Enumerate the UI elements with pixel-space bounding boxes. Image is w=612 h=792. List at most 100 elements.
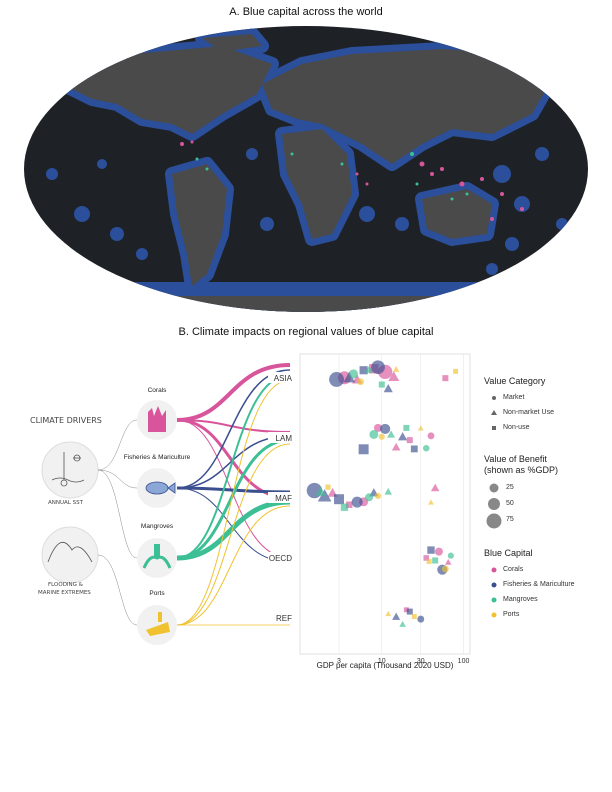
x-axis-label: GDP per capita (Thousand 2020 USD) <box>316 661 454 670</box>
data-point <box>392 612 401 620</box>
data-point <box>430 483 440 492</box>
data-point <box>348 369 359 379</box>
flooding-circle <box>41 526 99 584</box>
data-point <box>388 371 400 382</box>
legend-non-market-symbol <box>491 410 497 415</box>
data-point <box>398 432 408 441</box>
data-point <box>334 494 344 505</box>
data-point <box>441 565 449 573</box>
mangrove-icon <box>142 544 172 569</box>
mangroves-label: Mangroves <box>140 523 174 530</box>
corals-label: Corals <box>147 387 167 394</box>
legend-corals-symbol <box>491 567 497 573</box>
data-point <box>453 368 459 374</box>
legend-benefit-75-symbol <box>486 513 502 529</box>
legend-non-use: Non-use <box>503 424 530 431</box>
map-mangrove-areas <box>195 152 469 201</box>
legend-benefit-50: 50 <box>506 500 514 507</box>
data-point <box>357 378 364 386</box>
island-buffers <box>46 147 568 275</box>
legend-benefit-25-symbol <box>489 483 499 493</box>
legend-blue-capital-title: Blue Capital <box>484 548 533 558</box>
ports-node <box>137 605 177 645</box>
data-point <box>359 366 368 375</box>
legend-fisheries-symbol <box>491 582 497 588</box>
region-label-bg <box>268 372 298 383</box>
data-point <box>365 365 374 373</box>
ports-label: Ports <box>149 590 165 597</box>
thermometer-icon <box>51 452 85 487</box>
data-point <box>380 423 391 434</box>
legend-ports: Ports <box>503 611 520 618</box>
flooding-label: FLOODING & <box>48 582 83 588</box>
data-point <box>358 444 369 455</box>
legend-corals: Corals <box>503 566 524 573</box>
data-point <box>417 425 424 431</box>
legend-market-symbol <box>492 396 496 400</box>
data-point <box>374 492 382 499</box>
legend-non-use-symbol <box>492 426 496 430</box>
data-point <box>325 484 331 490</box>
x-tick-label: 10 <box>378 658 386 665</box>
annual-sst-label: ANNUAL SST <box>48 500 83 506</box>
data-point <box>378 433 385 440</box>
legend-mangroves-symbol <box>491 597 497 603</box>
data-point <box>340 503 349 511</box>
data-point <box>387 430 396 438</box>
data-point <box>369 429 379 439</box>
legend-non-market-use: Non-market Use <box>503 409 554 416</box>
region-label-oecd: OECD <box>269 554 292 563</box>
x-tick-label: 100 <box>458 658 470 665</box>
data-point <box>417 615 425 623</box>
data-point <box>403 607 409 613</box>
data-point <box>346 501 353 508</box>
data-point <box>427 546 435 554</box>
map-coral-areas <box>180 140 524 221</box>
legend-ports-symbol <box>491 612 497 618</box>
data-point <box>428 499 434 505</box>
annual-sst-circle <box>41 441 99 499</box>
fish-icon <box>145 481 176 495</box>
data-point <box>406 437 413 444</box>
panel-a-title: A. Blue capital across the world <box>229 6 383 18</box>
data-point <box>385 610 392 617</box>
data-point <box>329 372 344 387</box>
data-point <box>343 371 356 383</box>
data-point <box>422 444 430 452</box>
data-point <box>442 375 449 382</box>
legend-benefit-50-symbol <box>488 498 500 510</box>
data-point <box>411 614 417 619</box>
panel-b-title: B. Climate impacts on regional values of… <box>178 326 434 338</box>
legend-benefit-25: 25 <box>506 484 514 491</box>
data-point <box>410 445 418 453</box>
data-point <box>432 557 439 564</box>
data-point <box>427 432 435 440</box>
coral-icon <box>148 406 166 432</box>
legend-symbols <box>486 396 502 618</box>
data-point <box>391 442 401 451</box>
legend-market: Market <box>503 394 525 401</box>
data-point <box>384 487 392 495</box>
data-point <box>315 486 326 496</box>
world-map <box>24 26 588 312</box>
legend-value-benefit-title: Value of Benefit <box>484 454 547 464</box>
legend-benefit-75: 75 <box>506 516 514 523</box>
wave-icon <box>47 541 93 563</box>
data-point <box>447 552 454 559</box>
port-icon <box>146 612 170 636</box>
data-point <box>399 620 406 627</box>
legend-mangroves: Mangroves <box>503 596 538 603</box>
scatter-plot-area <box>299 353 471 655</box>
data-point <box>378 381 385 388</box>
data-point <box>423 555 430 561</box>
data-point <box>373 423 383 432</box>
data-point <box>351 496 363 508</box>
legend-value-category-title: Value Category <box>484 376 546 386</box>
impact-flow-diagram: ASIA LAM MAF OECD REF 3 10 30 100 <box>41 353 471 665</box>
data-point <box>371 360 385 375</box>
legend-fisheries: Fisheries & Mariculture <box>503 581 575 588</box>
region-label-bg <box>268 492 298 503</box>
region-label-bg <box>268 612 298 623</box>
data-point <box>406 608 413 615</box>
legend-value-benefit-subtitle: (shown as %GDP) <box>484 465 559 475</box>
